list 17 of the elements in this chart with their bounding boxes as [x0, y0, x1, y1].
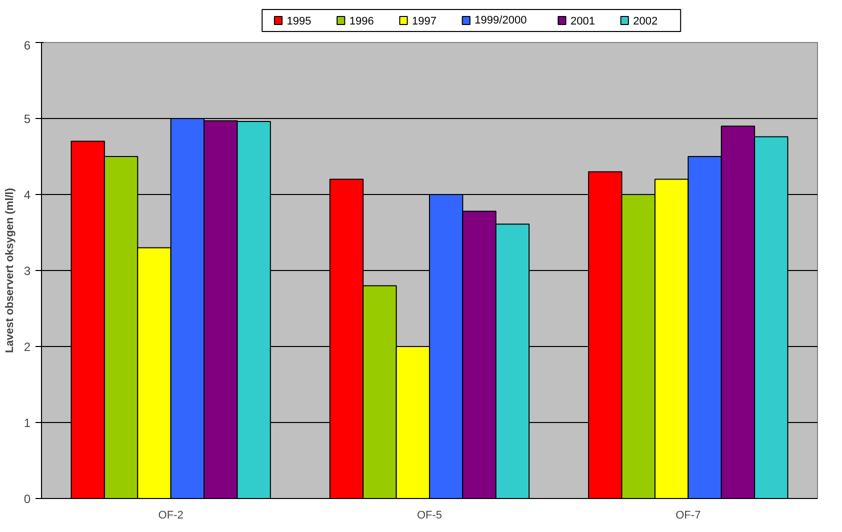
x-tick-label: OF-2 — [158, 510, 184, 522]
legend-label: 1999/2000 — [474, 14, 527, 26]
y-tick-label: 2 — [24, 340, 31, 354]
x-tick-label: OF-7 — [676, 510, 701, 522]
y-axis-title: Lavest observert oksygen (ml/l) — [4, 188, 16, 354]
y-tick-label: 4 — [24, 188, 31, 202]
legend-label: 1995 — [286, 16, 312, 28]
legend-label: 1996 — [349, 16, 374, 28]
y-tick-label: 5 — [24, 112, 31, 126]
y-tick-label: 6 — [24, 38, 31, 52]
y-tick-label: 0 — [24, 492, 31, 506]
legend-label: 2002 — [633, 16, 658, 28]
legend-label: 1997 — [412, 16, 437, 28]
y-tick-label: 3 — [24, 264, 31, 278]
legend-label: 2001 — [570, 16, 596, 28]
y-tick-label: 1 — [24, 416, 31, 430]
x-tick-label: OF-5 — [416, 510, 442, 522]
